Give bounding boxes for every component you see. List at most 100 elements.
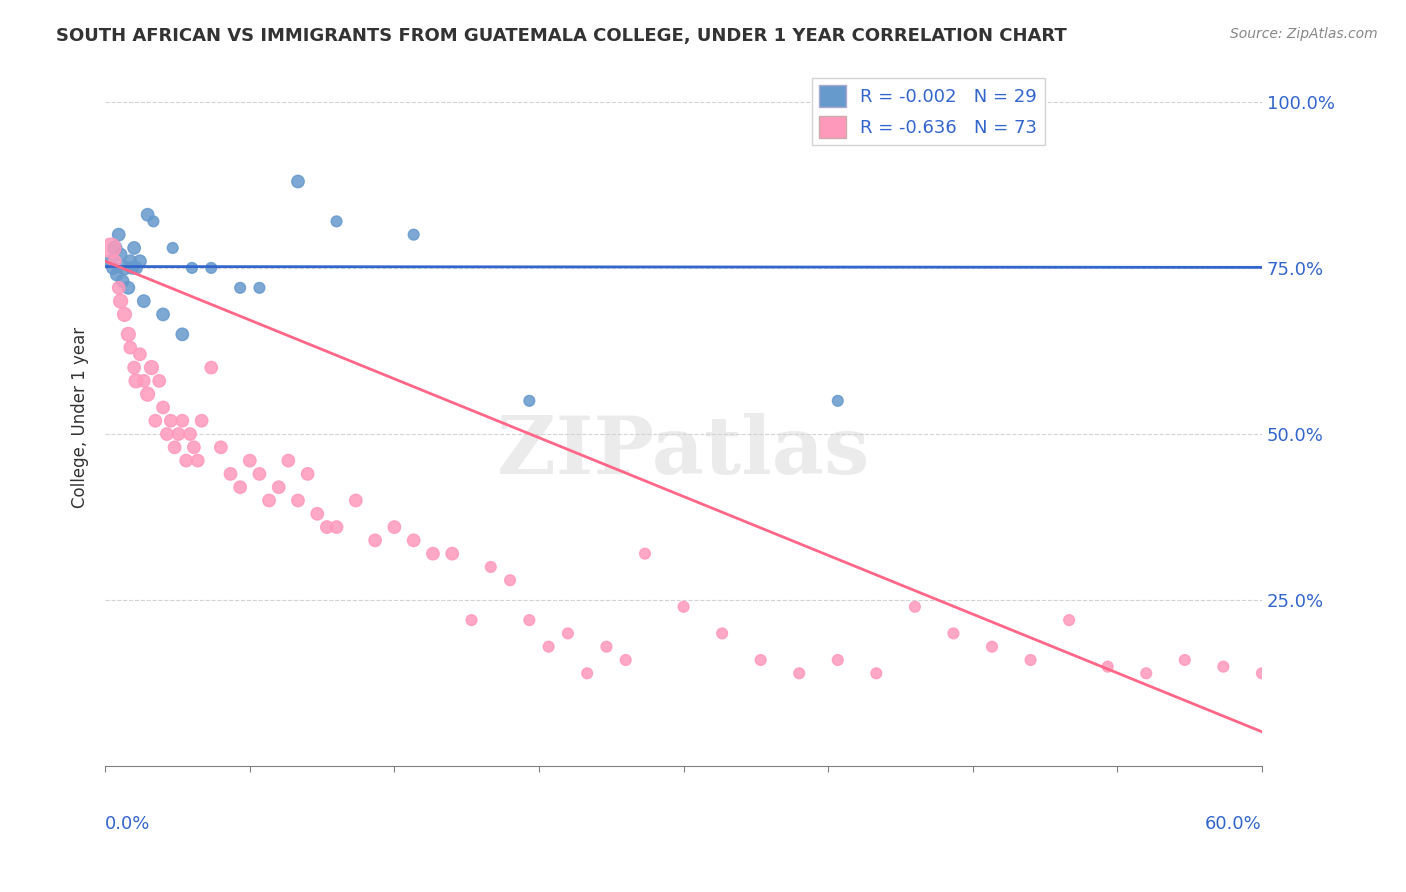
Point xyxy=(172,414,194,428)
Point xyxy=(325,520,347,534)
Point xyxy=(141,360,163,375)
Legend: R = -0.002   N = 29, R = -0.636   N = 73: R = -0.002 N = 29, R = -0.636 N = 73 xyxy=(811,78,1045,145)
Point xyxy=(614,653,637,667)
Point xyxy=(1174,653,1197,667)
Text: ZIPatlas: ZIPatlas xyxy=(498,413,870,491)
Point xyxy=(129,254,152,268)
Point xyxy=(110,247,132,261)
Point xyxy=(136,387,159,401)
Y-axis label: College, Under 1 year: College, Under 1 year xyxy=(72,326,89,508)
Point xyxy=(344,493,367,508)
Point xyxy=(104,241,127,255)
Point xyxy=(159,414,181,428)
Point xyxy=(122,360,145,375)
Point xyxy=(172,327,194,342)
Point xyxy=(219,467,242,481)
Text: 0.0%: 0.0% xyxy=(105,815,150,833)
Point xyxy=(122,241,145,255)
Point xyxy=(277,453,299,467)
Point xyxy=(307,507,329,521)
Point xyxy=(517,393,540,408)
Point xyxy=(117,281,139,295)
Point xyxy=(422,547,444,561)
Point xyxy=(595,640,617,654)
Point xyxy=(1097,659,1119,673)
Point xyxy=(200,260,222,275)
Point xyxy=(364,533,387,548)
Point xyxy=(827,393,849,408)
Point xyxy=(105,268,128,282)
Point xyxy=(209,440,232,454)
Point xyxy=(163,440,186,454)
Point xyxy=(576,666,599,681)
Point xyxy=(1212,659,1234,673)
Point xyxy=(120,254,142,268)
Point xyxy=(104,254,127,268)
Point xyxy=(229,480,252,494)
Point xyxy=(297,467,319,481)
Point xyxy=(100,241,122,255)
Point xyxy=(181,260,204,275)
Point xyxy=(110,294,132,309)
Point xyxy=(114,307,136,321)
Point xyxy=(187,453,209,467)
Text: SOUTH AFRICAN VS IMMIGRANTS FROM GUATEMALA COLLEGE, UNDER 1 YEAR CORRELATION CHA: SOUTH AFRICAN VS IMMIGRANTS FROM GUATEMA… xyxy=(56,27,1067,45)
Point xyxy=(190,414,212,428)
Point xyxy=(107,281,129,295)
Point xyxy=(402,533,425,548)
Point xyxy=(107,227,129,242)
Point xyxy=(257,493,280,508)
Point xyxy=(287,174,309,188)
Point xyxy=(249,467,271,481)
Point xyxy=(634,547,657,561)
Point xyxy=(101,260,124,275)
Text: Source: ZipAtlas.com: Source: ZipAtlas.com xyxy=(1230,27,1378,41)
Point xyxy=(499,573,522,587)
Point xyxy=(152,307,174,321)
Point xyxy=(479,560,502,574)
Point xyxy=(125,374,148,388)
Point xyxy=(325,214,347,228)
Point xyxy=(143,414,166,428)
Point xyxy=(749,653,772,667)
Point xyxy=(136,208,159,222)
Point xyxy=(229,281,252,295)
Point xyxy=(711,626,734,640)
Point xyxy=(1019,653,1042,667)
Point xyxy=(1135,666,1157,681)
Point xyxy=(129,347,152,361)
Point xyxy=(557,626,579,640)
Point xyxy=(114,260,136,275)
Point xyxy=(117,327,139,342)
Point xyxy=(100,254,122,268)
Point xyxy=(239,453,262,467)
Point xyxy=(183,440,205,454)
Point xyxy=(267,480,290,494)
Point xyxy=(460,613,482,627)
Point xyxy=(787,666,810,681)
Point xyxy=(1251,666,1274,681)
Point xyxy=(981,640,1004,654)
Point xyxy=(200,360,222,375)
Point xyxy=(537,640,560,654)
Point xyxy=(142,214,165,228)
Point xyxy=(148,374,170,388)
Point xyxy=(162,241,184,255)
Point xyxy=(179,427,201,442)
Point xyxy=(316,520,339,534)
Point xyxy=(120,341,142,355)
Point xyxy=(132,374,155,388)
Point xyxy=(132,294,155,309)
Point xyxy=(441,547,464,561)
Point xyxy=(827,653,849,667)
Point xyxy=(672,599,695,614)
Point xyxy=(517,613,540,627)
Point xyxy=(156,427,179,442)
Text: 60.0%: 60.0% xyxy=(1205,815,1263,833)
Point xyxy=(125,260,148,275)
Point xyxy=(249,281,271,295)
Point xyxy=(904,599,927,614)
Point xyxy=(865,666,887,681)
Point xyxy=(942,626,965,640)
Point xyxy=(402,227,425,242)
